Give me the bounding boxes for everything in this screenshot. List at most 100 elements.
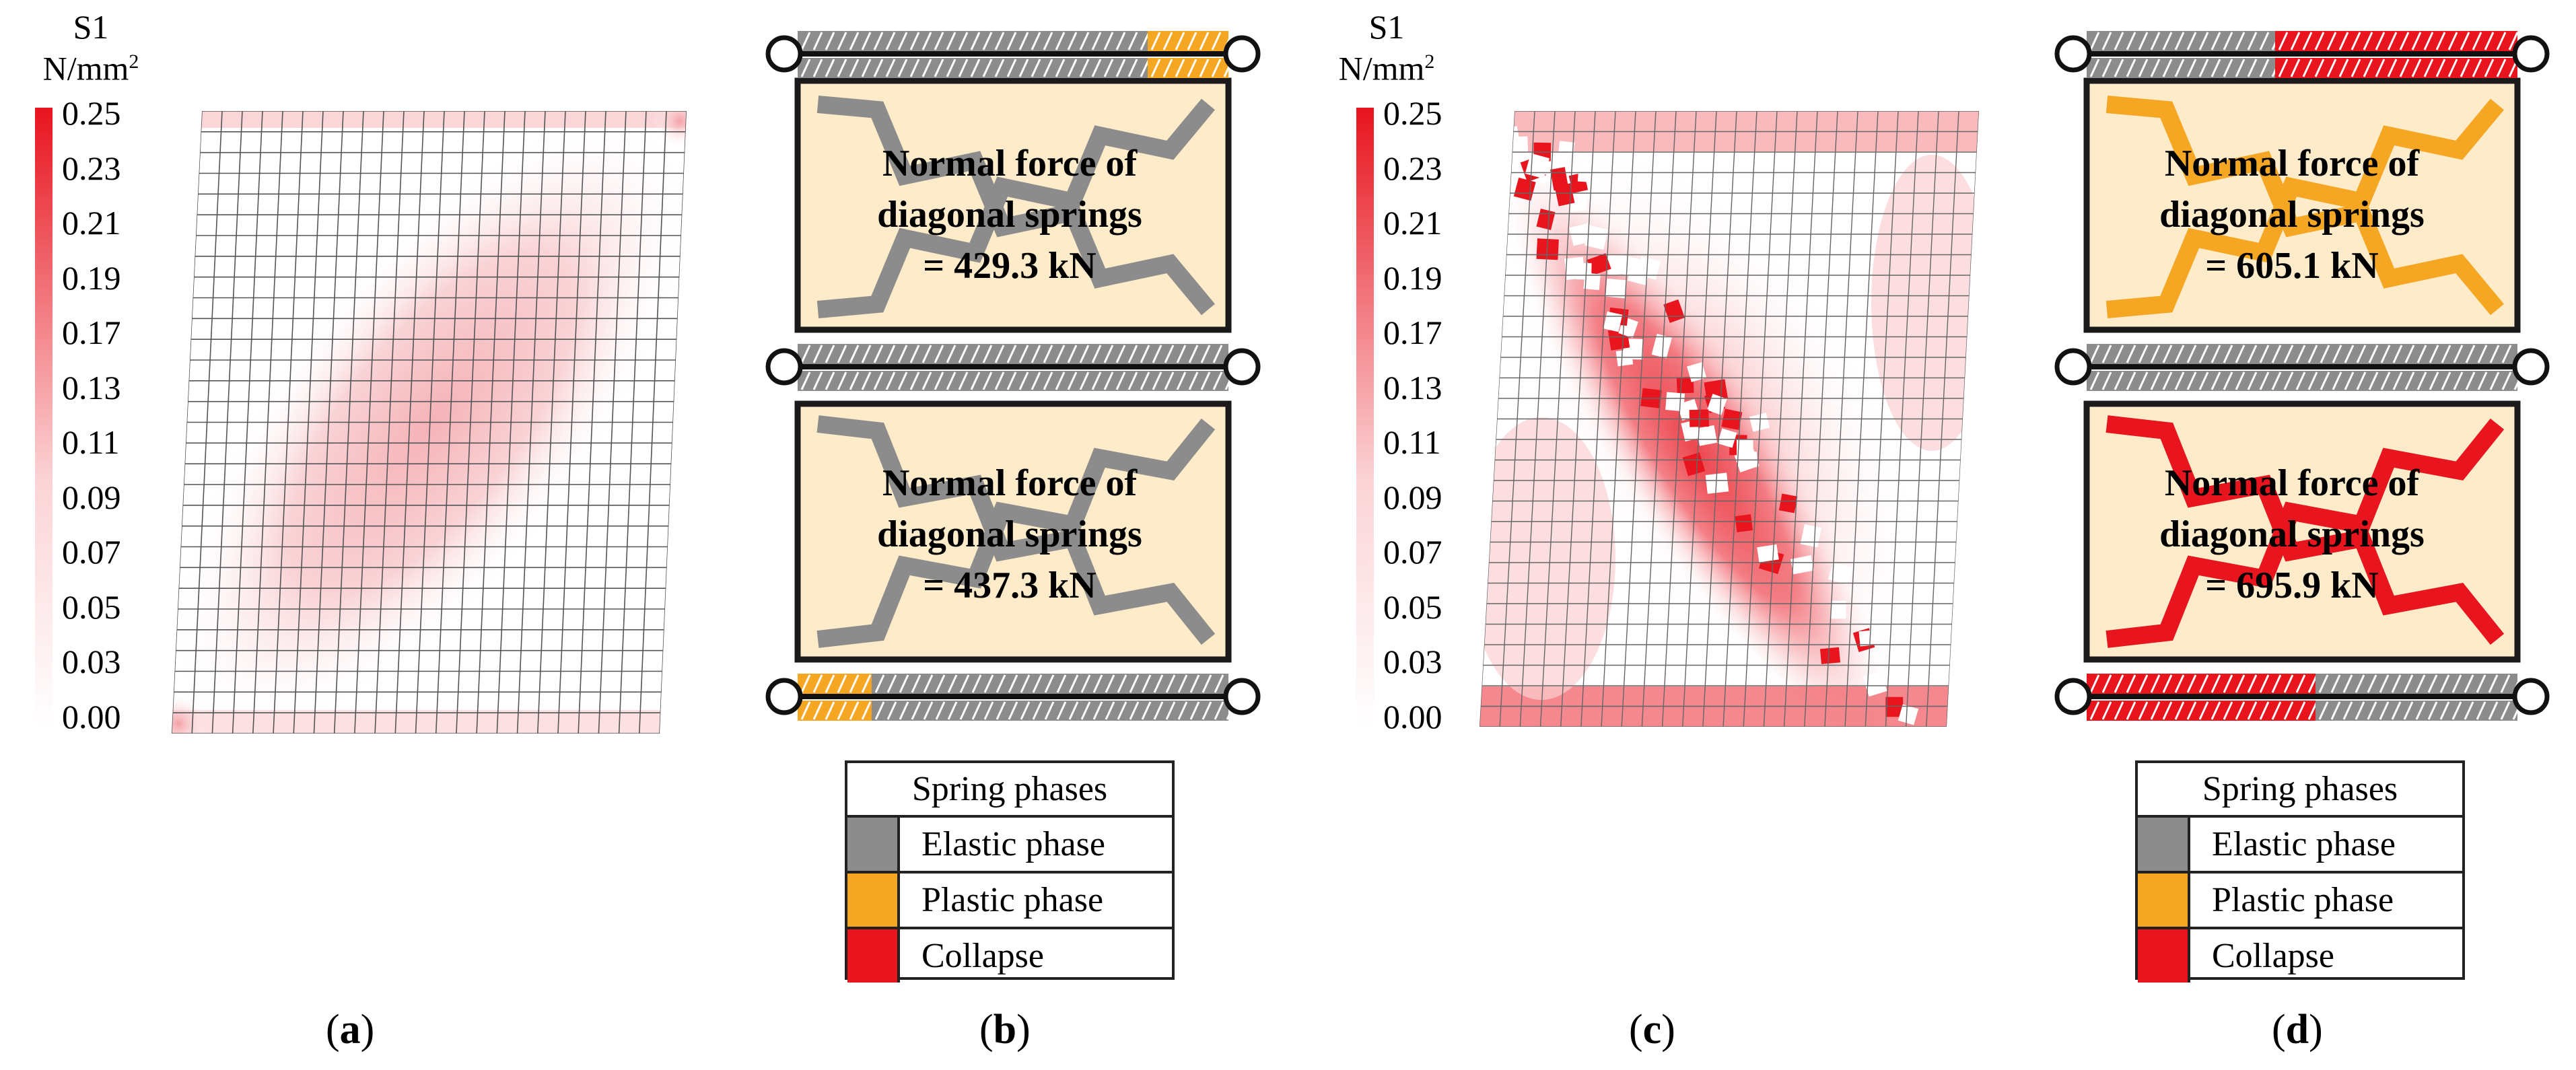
spring-hatch xyxy=(886,701,897,720)
colorbar-tick-label: 0.23 xyxy=(1383,149,1442,187)
spring-hatch xyxy=(2211,59,2221,77)
spring-hatch xyxy=(970,345,981,363)
spring-hatch xyxy=(2392,371,2403,390)
spring-hatch xyxy=(1127,345,1138,363)
lower-force-label-b: Normal force of diagonal springs = 437.3… xyxy=(801,458,1218,611)
spring-hatch xyxy=(1150,59,1161,77)
spring-hatch xyxy=(1031,345,1041,363)
spring-hatch xyxy=(1175,59,1185,77)
spring-hatch xyxy=(1165,701,1176,720)
legend-label: Plastic phase xyxy=(921,881,1104,919)
spring-hatch xyxy=(2259,345,2270,363)
colorbar-tick-label: 0.19 xyxy=(1383,258,1442,297)
spring-hatch xyxy=(2500,701,2511,720)
spring-hatch xyxy=(1067,345,1078,363)
spring-hatch xyxy=(1006,371,1017,390)
spring-hatch xyxy=(2186,674,2197,693)
spring-hatch xyxy=(2186,59,2197,77)
spring-hatch xyxy=(2302,59,2313,77)
spring-hatch xyxy=(825,371,835,390)
colorbar-tick-label: 0.05 xyxy=(62,587,121,626)
spring-hatch xyxy=(2332,345,2342,363)
caption-letter: c xyxy=(1642,1007,1662,1053)
spring-hatch xyxy=(2271,371,2282,390)
spring-hatch xyxy=(2326,32,2337,50)
hinge-icon xyxy=(2054,348,2092,386)
spring-hatch xyxy=(2338,32,2349,50)
spring-hatch xyxy=(934,59,944,77)
left-stress xyxy=(1480,417,1615,700)
spring-hatch xyxy=(1056,674,1067,693)
spring-hatch xyxy=(2259,674,2270,693)
spring-hatch xyxy=(2380,371,2391,390)
spring-hatch xyxy=(825,32,835,50)
spring-hatch xyxy=(2391,674,2402,693)
spring-hatch xyxy=(2089,59,2100,77)
spring-hatch xyxy=(1018,345,1029,363)
spring-hatch xyxy=(2476,701,2486,720)
spring-hatch xyxy=(2114,701,2124,720)
force-line3: = 605.1 kN xyxy=(2205,245,2379,287)
spring-hatch xyxy=(2488,701,2499,720)
spring-hatch xyxy=(2138,701,2149,720)
spring-hatch xyxy=(1141,674,1152,693)
spring-hatch xyxy=(2368,345,2379,363)
spring-hatch xyxy=(837,701,847,720)
colorbar-title-line1: S1 xyxy=(73,8,109,46)
spring-hatch xyxy=(2290,59,2301,77)
spring-hatch xyxy=(2186,371,2197,390)
spring-hatch xyxy=(2138,32,2149,50)
spring-hatch xyxy=(921,371,932,390)
spring-hatch xyxy=(2223,674,2233,693)
spring-hatch xyxy=(812,32,823,50)
legend-swatch xyxy=(847,929,900,983)
colorbar-tick-label: 0.19 xyxy=(62,258,121,297)
upper-force-label-b: Normal force of diagonal springs = 429.3… xyxy=(801,138,1218,291)
spring-hatch xyxy=(1079,32,1090,50)
spring-hatch xyxy=(2375,59,2386,77)
spring-hatch xyxy=(1055,345,1066,363)
force-line3: = 437.3 kN xyxy=(923,565,1096,606)
caption-letter: a xyxy=(339,1007,361,1053)
spring-hatch xyxy=(897,32,908,50)
spring-hatch xyxy=(1091,371,1102,390)
spring-hatch xyxy=(970,59,981,77)
spring-hatch xyxy=(2089,701,2100,720)
legend-label: Collapse xyxy=(921,937,1044,975)
spring-hatch xyxy=(1020,674,1031,693)
caption-a: (a) xyxy=(326,1007,375,1053)
spring-hatch xyxy=(2089,371,2100,390)
spring-hatch xyxy=(996,701,1006,720)
spring-hatch xyxy=(1105,674,1115,693)
spring-hatch xyxy=(958,345,969,363)
force-line2: diagonal springs xyxy=(877,513,1142,555)
spring-hatch xyxy=(2114,345,2124,363)
spring-hatch xyxy=(2307,371,2318,390)
spring-hatch xyxy=(1055,59,1066,77)
force-line3: = 429.3 kN xyxy=(923,245,1096,287)
spring-hatch xyxy=(2320,371,2330,390)
spring-hatch xyxy=(2089,674,2100,693)
spring-hatch xyxy=(1103,59,1114,77)
spring-hatch xyxy=(2476,674,2486,693)
crack-cell xyxy=(1682,452,1706,476)
spring-hatch xyxy=(2453,345,2464,363)
spring-hatch xyxy=(2174,345,2185,363)
spring-hatch xyxy=(2314,32,2325,50)
spring-hatch xyxy=(2126,345,2136,363)
spring-hatch xyxy=(2391,701,2402,720)
spring-hatch xyxy=(2211,674,2221,693)
spring-hatch xyxy=(1164,345,1175,363)
spring-hatch xyxy=(2223,345,2233,363)
legend-title: Spring phases xyxy=(847,763,1172,818)
spring-hatch xyxy=(800,674,811,693)
spring-hatch xyxy=(1164,371,1175,390)
spring-hatch xyxy=(923,701,934,720)
spring-hatch xyxy=(1176,345,1187,363)
spring-hatch xyxy=(1103,32,1114,50)
spring-hatch xyxy=(2508,32,2519,50)
legend-item-collapse: Collapse xyxy=(847,929,1172,983)
spring-hatch xyxy=(994,345,1005,363)
spring-hatch xyxy=(982,32,993,50)
spring-hatch xyxy=(996,674,1006,693)
